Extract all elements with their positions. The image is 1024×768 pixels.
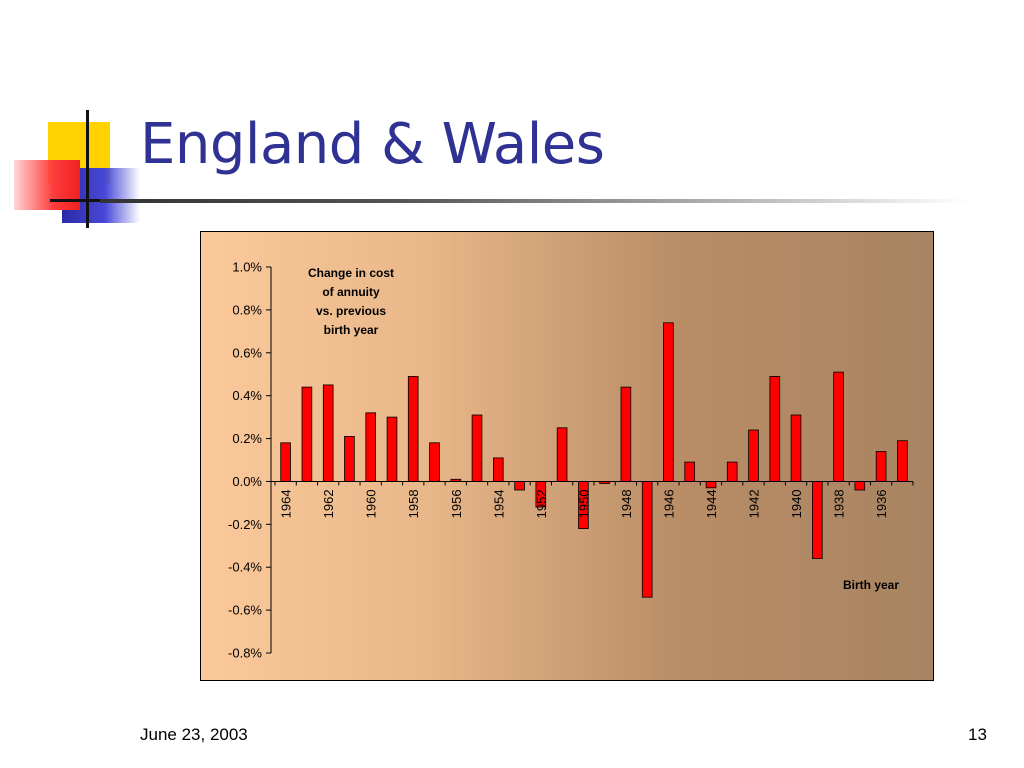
y-tick-label: 0.8% <box>232 302 262 317</box>
bar-1937 <box>854 480 866 491</box>
x-tick-label: 1950 <box>576 489 591 518</box>
footer-date: June 23, 2003 <box>140 725 248 744</box>
title-underline <box>100 199 970 203</box>
x-tick-label: 1952 <box>534 489 549 518</box>
bar-1936 <box>875 450 887 482</box>
x-tick-label: 1956 <box>449 489 464 518</box>
bar-1953 <box>514 480 525 491</box>
bar-1958 <box>407 375 419 482</box>
logo-red-square <box>14 160 80 210</box>
y-tick-label: 0.6% <box>232 345 262 360</box>
x-tick-label: 1940 <box>789 489 804 518</box>
y-tick-label: 0.4% <box>232 388 262 403</box>
logo-vertical-line <box>86 110 89 228</box>
bar-1947 <box>641 480 653 598</box>
y-tick-label: -0.6% <box>228 603 262 618</box>
x-tick-label: 1944 <box>704 489 719 518</box>
bar-1941 <box>769 375 781 482</box>
bar-chart: 1.0% 0.8% 0.6% 0.4% 0.2% 0.0% -0.2% -0.4% -0.6% -… <box>228 260 914 661</box>
y-tick-label: 0.2% <box>232 431 262 446</box>
x-tick-label: 1946 <box>661 489 676 518</box>
y-tick-label: -0.2% <box>228 517 262 532</box>
bar-1946 <box>663 322 674 482</box>
y-tick-label: 1.0% <box>232 260 262 275</box>
bar-1960 <box>365 412 377 482</box>
slide-title: England & Wales <box>140 112 605 177</box>
x-tick-label: 1960 <box>364 489 379 518</box>
x-tick-label: 1938 <box>832 489 847 518</box>
bar-1944 <box>705 480 717 489</box>
bar-1948 <box>620 386 632 482</box>
bar-1935 <box>897 440 908 482</box>
chart-container: 1.0% 0.8% 0.6% 0.4% 0.2% 0.0% -0.2% -0.4% -0.6% -… <box>200 231 934 681</box>
bar-1942 <box>748 429 759 482</box>
bar-1939 <box>812 480 823 559</box>
chart-annotation-line: of annuity <box>322 285 380 299</box>
x-tick-label: 1964 <box>279 489 294 518</box>
bar-1959 <box>386 416 398 482</box>
y-tick-label: -0.8% <box>228 646 262 661</box>
bar-1962 <box>322 384 334 482</box>
x-tick-label: 1936 <box>874 489 889 518</box>
bar-1951 <box>556 427 568 482</box>
slide-logo <box>0 100 150 240</box>
x-tick-label: 1958 <box>406 489 421 518</box>
y-tick-label: 0.0% <box>232 474 262 489</box>
x-tick-label: 1948 <box>619 489 634 518</box>
x-tick-label: 1962 <box>321 489 336 518</box>
x-tick-label: 1954 <box>491 489 506 518</box>
logo-horizontal-line <box>50 199 140 202</box>
x-axis-label: Birth year <box>843 578 899 592</box>
bar-1940 <box>790 414 802 482</box>
bar-1955 <box>471 414 483 482</box>
bar-1964 <box>280 442 291 482</box>
bar-1954 <box>492 457 504 482</box>
x-tick-label: 1942 <box>747 489 762 518</box>
chart-annotation-line: birth year <box>324 323 379 337</box>
bar-1957 <box>429 442 440 482</box>
bar-1961 <box>344 435 355 482</box>
chart-annotation-line: vs. previous <box>316 304 386 318</box>
y-tick-label: -0.4% <box>228 560 262 575</box>
bar-1943 <box>726 461 738 482</box>
bar-1963 <box>301 386 313 482</box>
chart-annotation-line: Change in cost <box>308 266 394 280</box>
bar-1938 <box>833 371 844 482</box>
bar-1945 <box>684 461 695 482</box>
footer-page-number: 13 <box>968 725 987 744</box>
